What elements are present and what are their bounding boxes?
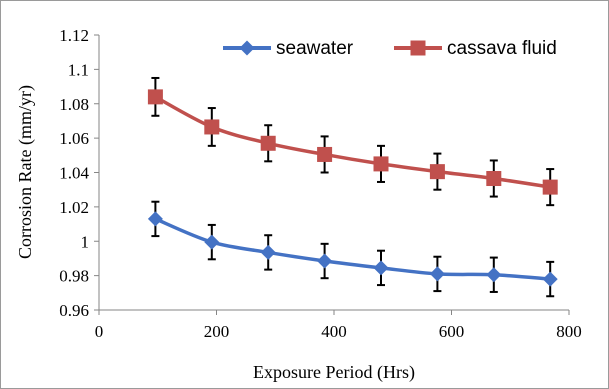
data-point [317,146,333,162]
data-point [429,266,445,282]
x-axis-title: Exposure Period (Hrs) [253,362,415,383]
x-tick-label: 800 [556,322,582,341]
legend: seawater cassava fluid [223,38,557,59]
legend-marker [410,40,426,56]
legend-label: seawater [276,38,354,59]
y-tick-label: 1 [81,232,90,251]
x-tick-label: 200 [204,322,230,341]
y-tick-label: 1.02 [59,198,89,217]
data-point [204,119,220,135]
y-tick-label: 0.96 [59,301,89,320]
legend-label: cassava fluid [447,38,557,59]
x-tick-label: 0 [95,322,104,341]
x-tick-label: 600 [439,322,465,341]
data-point [260,244,276,260]
data-point [486,171,502,187]
data-point [147,211,163,227]
data-point [147,89,163,105]
legend-item-cassava-fluid: cassava fluid [394,38,557,59]
y-tick-label: 1.12 [59,26,89,45]
y-tick-label: 1.06 [59,129,89,148]
series [147,76,558,298]
data-point [260,135,276,151]
data-point [373,260,389,276]
y-tick-label: 1.08 [59,95,89,114]
series-seawater [147,200,558,298]
ticks: 0.96 0.98 1 1.02 1.04 1.06 1.08 1.1 1.12 0 200 400 6… [59,26,582,341]
data-point [204,234,220,250]
data-point [373,156,389,172]
data-point [542,179,558,195]
series-line-seawater [154,217,551,281]
data-point [542,271,558,287]
legend-item-seawater: seawater [223,38,354,59]
x-tick-label: 400 [321,322,347,341]
y-tick-label: 1.04 [59,164,89,183]
y-tick-label: 0.98 [59,267,89,286]
data-point [486,267,502,283]
y-tick-label: 1.1 [68,60,89,79]
y-axis-title: Corrosion Rate (mm/yr) [15,85,36,259]
legend-marker [239,40,255,56]
data-point [317,253,333,269]
series-cassava-fluid [147,76,558,207]
data-point [429,164,445,180]
